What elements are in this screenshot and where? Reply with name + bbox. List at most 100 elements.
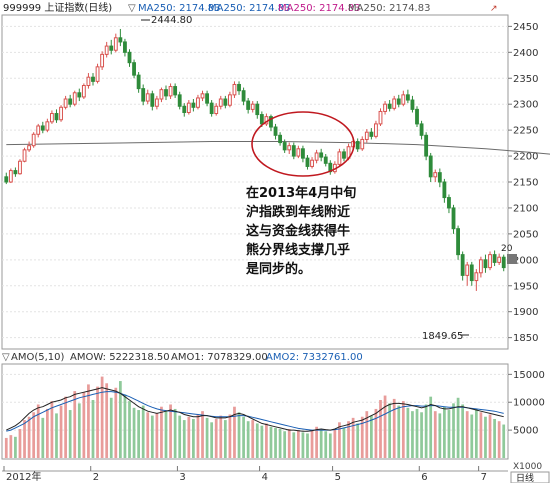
volume-bar: [9, 435, 13, 458]
candle: [483, 254, 488, 273]
volume-bar: [296, 430, 300, 458]
volume-panel: [1, 363, 509, 460]
candle: [497, 253, 502, 265]
candle-body: [237, 83, 241, 92]
time-tick-label: 5: [335, 472, 341, 483]
candle-body: [460, 254, 465, 276]
volume-bar: [465, 411, 469, 458]
candle-body: [319, 152, 324, 158]
support-highlight-ellipse: [251, 111, 355, 177]
candle-body: [378, 110, 383, 125]
candle: [95, 63, 100, 84]
candle: [118, 28, 123, 47]
candle-body: [405, 94, 410, 101]
candle-body: [474, 272, 479, 282]
time-tick-label: 3: [179, 472, 185, 483]
candle-body: [492, 254, 497, 263]
volume-bar: [55, 413, 58, 458]
candle-body: [282, 142, 287, 151]
price-tick-label: 2000: [513, 255, 538, 266]
candle: [301, 145, 305, 163]
note-line-1: 在2013年4月中旬: [246, 185, 356, 201]
volume-bar: [223, 420, 227, 458]
candle-body: [447, 197, 451, 209]
candle-body: [145, 93, 150, 102]
volume-bar: [484, 416, 487, 458]
candle-body: [40, 125, 45, 131]
volume-bar: [433, 411, 437, 458]
candle-body: [419, 123, 424, 136]
candle-body: [465, 264, 470, 276]
candle: [360, 136, 365, 151]
volume-bar: [351, 417, 355, 458]
candle: [237, 81, 241, 95]
volume-tick-label: 15000: [513, 370, 545, 381]
price-tick-label: 2450: [513, 22, 538, 33]
volume-bar: [160, 406, 163, 458]
candle: [364, 129, 369, 143]
volume-bar: [91, 400, 95, 458]
candle: [433, 169, 438, 182]
amo1-line: [6, 387, 504, 432]
candle-body: [214, 105, 219, 115]
candle: [447, 194, 451, 214]
candle-body: [136, 74, 141, 90]
candle: [282, 139, 287, 153]
candle-body: [4, 176, 9, 183]
candle: [164, 85, 168, 101]
candle: [72, 90, 77, 107]
candle: [113, 33, 118, 53]
volume-plot-frame: [1, 363, 509, 460]
candle: [182, 103, 187, 117]
volume-bar: [18, 429, 22, 458]
high-label: 2444.80: [151, 15, 192, 26]
candle: [287, 142, 292, 154]
legend-ma250-3: MA250: 2174.83: [278, 3, 360, 14]
candle-body: [218, 98, 223, 107]
time-tick-label: 6: [421, 472, 427, 483]
candle-body: [360, 138, 365, 150]
candle: [63, 95, 68, 110]
volume-bar: [319, 430, 323, 458]
volume-bar: [447, 410, 451, 458]
legend-marker: ▽: [128, 3, 136, 14]
volume-bar: [397, 405, 401, 458]
candle: [81, 83, 86, 99]
volume-bar: [64, 396, 67, 458]
volume-bar: [27, 416, 31, 458]
volume-bar: [315, 426, 318, 458]
security-label: 999999 上证指数(日线): [3, 1, 112, 14]
volume-bar: [14, 436, 17, 458]
candle-body: [323, 156, 328, 164]
scroll-marker[interactable]: [507, 254, 517, 264]
period-label[interactable]: 日线: [516, 472, 534, 484]
volume-bar: [119, 381, 122, 458]
candle: [387, 100, 392, 112]
candle-body: [456, 228, 460, 256]
settings-arrow-icon[interactable]: ↗: [490, 4, 498, 14]
candle: [127, 49, 132, 67]
candle-body: [200, 93, 205, 99]
candle: [27, 141, 32, 152]
candle: [50, 110, 54, 124]
volume-bar: [260, 425, 264, 458]
volume-bar: [278, 429, 282, 458]
candle: [469, 261, 474, 286]
candle: [223, 95, 228, 109]
note-line-4: 熊分界线支撑几乎: [246, 242, 350, 258]
volume-bar: [210, 422, 214, 458]
note-line-5: 是同步的。: [245, 261, 311, 277]
volume-bar: [41, 417, 45, 458]
candle-body: [109, 45, 114, 51]
candle: [196, 94, 200, 110]
volume-bar: [456, 397, 460, 458]
candle-body: [45, 121, 50, 131]
volume-bar: [45, 408, 49, 458]
candle-body: [369, 131, 374, 137]
candle: [59, 105, 63, 122]
volume-bar: [68, 410, 72, 458]
volume-bar: [246, 421, 250, 458]
candle-body: [410, 99, 415, 110]
